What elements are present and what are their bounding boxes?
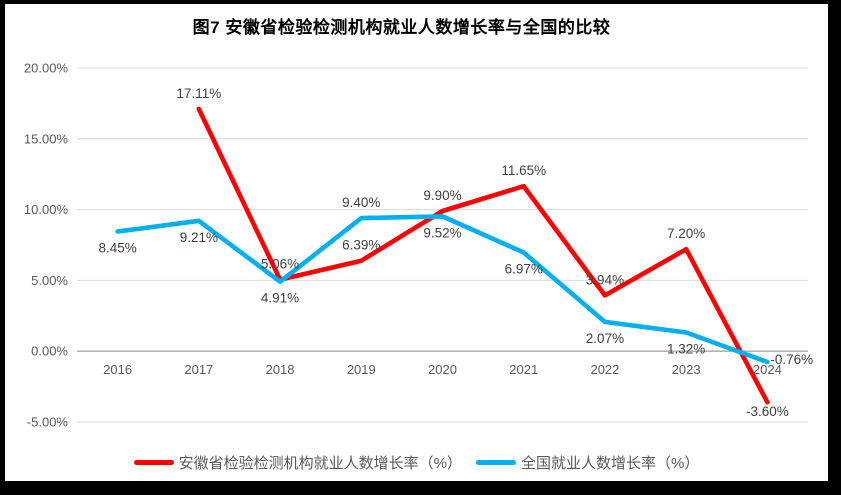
data-label: -3.60% bbox=[746, 404, 789, 419]
data-label: 6.97% bbox=[505, 262, 543, 277]
data-label: -0.76% bbox=[770, 352, 813, 367]
data-label: 2.07% bbox=[586, 331, 624, 346]
anhui-series-line bbox=[196, 106, 770, 405]
y-axis-tick-label: 5.00% bbox=[31, 273, 68, 288]
legend-item-anhui: 安徽省检验检测机构就业人数增长率（%） bbox=[133, 452, 462, 473]
national-series-line bbox=[115, 214, 770, 365]
plot-area: 20.00% 15.00% 10.00% 5.00% 0.00% -5.00% 2016 20… bbox=[24, 61, 813, 430]
x-axis-label: 2021 bbox=[509, 362, 538, 377]
data-label: 4.91% bbox=[261, 291, 299, 306]
x-axis-label: 2018 bbox=[266, 362, 295, 377]
red-line-swatch-icon bbox=[133, 459, 174, 465]
data-label: 9.52% bbox=[423, 225, 461, 240]
x-axis-label: 2023 bbox=[672, 362, 701, 377]
x-axis-label: 2020 bbox=[428, 362, 457, 377]
legend-label-anhui: 安徽省检验检测机构就业人数增长率（%） bbox=[178, 454, 462, 472]
data-label: 8.45% bbox=[98, 241, 136, 256]
x-axis-label: 2024 bbox=[753, 362, 782, 377]
data-label: 11.65% bbox=[501, 163, 546, 178]
y-axis-tick-label: 0.00% bbox=[31, 344, 68, 359]
blue-line-swatch-icon bbox=[476, 459, 516, 465]
legend-item-national: 全国就业人数增长率（%） bbox=[476, 452, 699, 473]
legend: 安徽省检验检测机构就业人数增长率（%） 全国就业人数增长率（%） bbox=[5, 452, 828, 472]
data-label: 9.40% bbox=[342, 195, 380, 210]
y-axis-tick-label: 10.00% bbox=[24, 202, 69, 217]
x-axis-label: 2019 bbox=[347, 362, 376, 377]
data-label: 9.90% bbox=[423, 188, 461, 203]
y-axis-tick-label: 20.00% bbox=[24, 61, 69, 76]
x-axis-label: 2016 bbox=[103, 362, 132, 377]
data-label: 9.21% bbox=[180, 230, 218, 245]
y-axis-tick-label: -5.00% bbox=[27, 415, 69, 430]
chart-title: 图7 安徽省检验检测机构就业人数增长率与全国的比较 bbox=[192, 18, 611, 37]
data-label: 6.39% bbox=[342, 238, 380, 253]
data-label: 3.94% bbox=[586, 272, 624, 287]
data-label: 7.20% bbox=[667, 226, 705, 241]
chart-container: 图7 安徽省检验检测机构就业人数增长率与全国的比较 20.00% 15.00% 10… bbox=[5, 4, 828, 481]
y-axis-tick-label: 15.00% bbox=[24, 131, 69, 146]
data-label: 5.06% bbox=[261, 257, 299, 272]
data-label: 17.11% bbox=[176, 86, 221, 101]
x-axis-label: 2017 bbox=[184, 362, 213, 377]
legend-label-national: 全国就业人数增长率（%） bbox=[521, 454, 700, 472]
x-axis-label: 2022 bbox=[590, 362, 619, 377]
data-label: 1.32% bbox=[667, 342, 705, 357]
